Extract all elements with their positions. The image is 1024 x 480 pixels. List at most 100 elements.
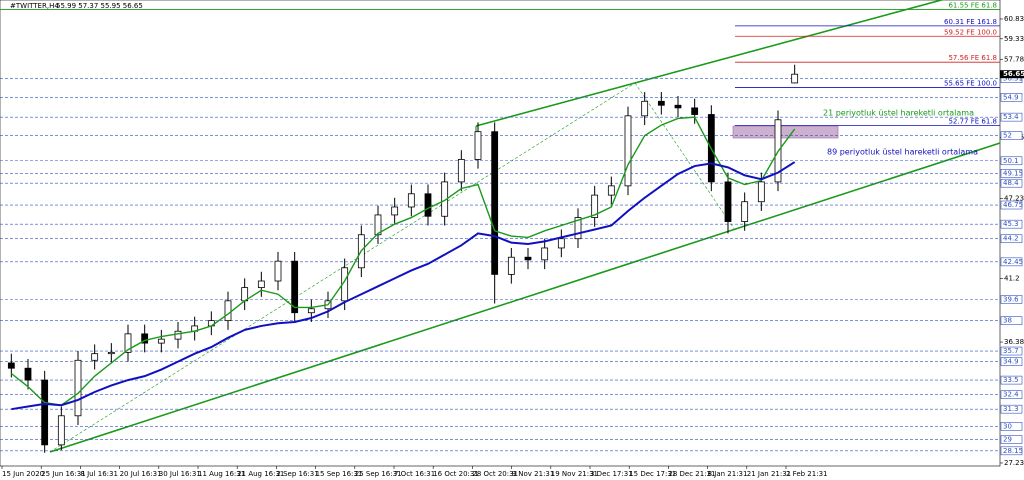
candle-body [224,300,232,322]
x-tick-label: 8 Jan 21:31 [708,470,748,478]
candle-body [541,247,549,261]
ema-line [10,116,796,406]
x-tick-label: 2 Sep 16:31 [276,470,318,478]
level-box [1000,169,1023,178]
candle-body [791,73,799,84]
candle-body [624,115,632,187]
x-tick-label: 20 Jul 16:31 [120,470,162,478]
candle-body [691,107,699,115]
candle-body [57,415,65,446]
candle-body [574,217,582,240]
last-price-label: 56.65 [1003,70,1024,78]
level-label: 44.2 [1003,235,1019,243]
y-tick-label: 57.78 [1004,55,1024,63]
x-tick-label: 15 Dec 17:31 [629,470,676,478]
candle-body [507,256,515,275]
candle-body [591,194,599,218]
level-box [1000,219,1023,229]
candle-body [107,351,115,355]
y-tick-label: 27.23 [1004,459,1024,467]
level-box [1000,200,1023,210]
x-tick-label: 19 Nov 21:31 [551,470,598,478]
candle-body [491,131,499,275]
fib-label: 57.56 FE 61.8 [948,54,997,62]
candle-body [474,131,482,160]
level-label: 52 [1003,132,1012,140]
x-tick-label: 16 Oct 20:31 [433,470,479,478]
level-box [1000,375,1023,385]
candle-body [724,181,732,222]
level-box [1000,112,1023,122]
candle-body [24,367,32,381]
candle-body [41,379,49,446]
level-label: 32.4 [1003,391,1019,399]
level-box [1000,131,1023,140]
candle-body [457,159,465,183]
level-box [1000,316,1023,325]
level-label: 28.15 [1003,447,1023,455]
level-label: 38 [1003,317,1012,325]
symbol: #TWITTER,H4 [10,2,59,10]
fib-label: 61.55 FE 61.8 [948,1,997,9]
candle-body [657,100,665,106]
fib-label: 55.65 FE 100.0 [944,79,997,87]
candle-body [374,214,382,236]
ohlc: 55.99 57.37 55.95 56.65 [56,2,143,10]
level-box [1000,178,1023,188]
series-label: 89 periyotluk üstel hareketli ortalama [827,148,978,157]
candle-body [7,362,15,369]
candle-body [157,338,165,344]
x-tick-label: 25 Sep 16:31 [355,470,402,478]
level-box [1000,93,1023,102]
candle-body [524,256,532,261]
y-tick-label: 36.38 [1004,338,1024,346]
last-price-box [1000,70,1024,79]
x-tick-label: 15 Sep 16:31 [316,470,363,478]
level-label: 48.4 [1003,179,1019,187]
level-box [1000,257,1023,267]
level-box [1000,446,1023,456]
candle-body [307,308,315,314]
candle-body [607,185,615,196]
level-label: 56.31 [1003,75,1023,83]
candle-body [391,206,399,216]
x-tick-label: 15 Jun 2020 [2,470,44,478]
level-label: 29 [1003,436,1012,444]
y-tick-label: 60.83 [1004,15,1024,23]
x-tick-label: 8 Jul 16:31 [80,470,118,478]
series-label: 21 periyotluk üstel hareketli ortalama [823,109,974,118]
candle-body [407,193,415,208]
x-tick-label: 21 Aug 16:31 [237,470,284,478]
level-box [1000,346,1023,356]
level-label: 46.75 [1003,201,1023,209]
candle-body [557,238,565,249]
candle-body [757,181,765,203]
x-tick-label: 9 Nov 21:31 [512,470,555,478]
candle-body [91,353,99,361]
candle-body [174,330,182,340]
x-tick-label: 21 Jan 21:31 [747,470,791,478]
candle-body [674,104,682,109]
x-tick-label: 25 Jun 16:31 [41,470,85,478]
x-tick-label: 2 Feb 21:31 [786,470,827,478]
level-label: 34.9 [1003,358,1019,366]
x-tick-label: 11 Aug 16:31 [198,470,245,478]
level-box [1000,295,1023,304]
level-label: 35.7 [1003,347,1019,355]
ema-line [11,161,796,411]
zone [732,125,839,139]
level-label: 53.4 [1003,113,1019,121]
level-label: 45.3 [1003,220,1019,228]
level-label: 54.9 [1003,93,1019,101]
candle-body [74,359,82,417]
level-box [1000,234,1023,244]
candle-body [741,201,749,222]
level-label: 31.3 [1003,405,1019,413]
level-label: 33.5 [1003,376,1019,384]
level-box [1000,404,1023,414]
level-box [1000,422,1023,431]
fib-label: 59.52 FE 100.0 [944,28,997,36]
candle-body [124,333,132,353]
y-tick-label: 47.23 [1004,195,1024,203]
